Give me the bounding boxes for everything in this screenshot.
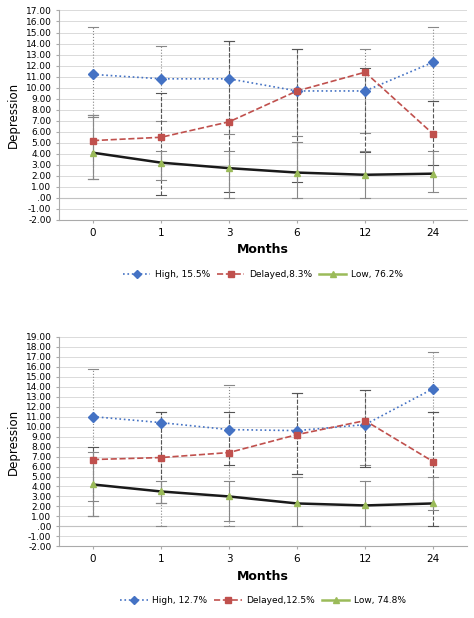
Legend: High, 12.7%, Delayed,12.5%, Low, 74.8%: High, 12.7%, Delayed,12.5%, Low, 74.8% (117, 593, 409, 609)
X-axis label: Months: Months (237, 243, 289, 256)
Y-axis label: Depression: Depression (7, 408, 20, 475)
Legend: High, 15.5%, Delayed,8.3%, Low, 76.2%: High, 15.5%, Delayed,8.3%, Low, 76.2% (119, 266, 406, 282)
Y-axis label: Depression: Depression (7, 82, 20, 148)
X-axis label: Months: Months (237, 570, 289, 583)
